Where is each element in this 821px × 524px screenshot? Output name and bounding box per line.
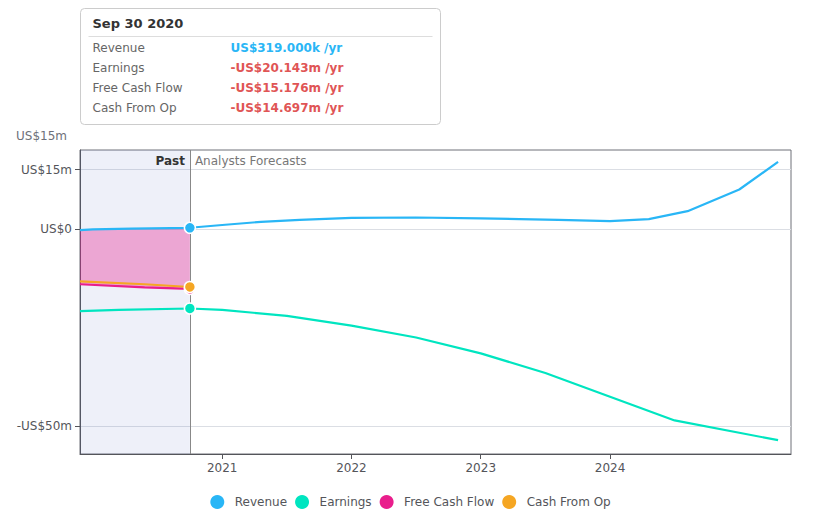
svg-text:Free Cash Flow: Free Cash Flow — [404, 495, 494, 509]
svg-text:2021: 2021 — [207, 461, 238, 475]
svg-text:Past: Past — [155, 154, 185, 168]
svg-text:Sep 30 2020: Sep 30 2020 — [93, 16, 184, 31]
svg-text:US$0: US$0 — [40, 222, 72, 236]
svg-text:Free Cash Flow: Free Cash Flow — [93, 81, 183, 95]
svg-text:2023: 2023 — [465, 461, 496, 475]
svg-text:-US$50m: -US$50m — [17, 419, 72, 433]
svg-text:-US$20.143m /yr: -US$20.143m /yr — [231, 61, 344, 75]
svg-text:Revenue: Revenue — [235, 495, 287, 509]
svg-text:Earnings: Earnings — [320, 495, 372, 509]
svg-text:-US$14.697m /yr: -US$14.697m /yr — [231, 101, 344, 115]
svg-text:US$15m: US$15m — [21, 163, 72, 177]
svg-text:2024: 2024 — [595, 461, 626, 475]
svg-text:Revenue: Revenue — [93, 41, 145, 55]
svg-text:US$319.000k /yr: US$319.000k /yr — [231, 41, 343, 55]
svg-text:2022: 2022 — [336, 461, 367, 475]
svg-text:Analysts Forecasts: Analysts Forecasts — [195, 154, 307, 168]
svg-text:Cash From Op: Cash From Op — [527, 495, 611, 509]
svg-text:Earnings: Earnings — [93, 61, 145, 75]
svg-text:-US$15.176m /yr: -US$15.176m /yr — [231, 81, 344, 95]
svg-text:US$15m: US$15m — [16, 129, 67, 143]
svg-text:Cash From Op: Cash From Op — [93, 101, 177, 115]
